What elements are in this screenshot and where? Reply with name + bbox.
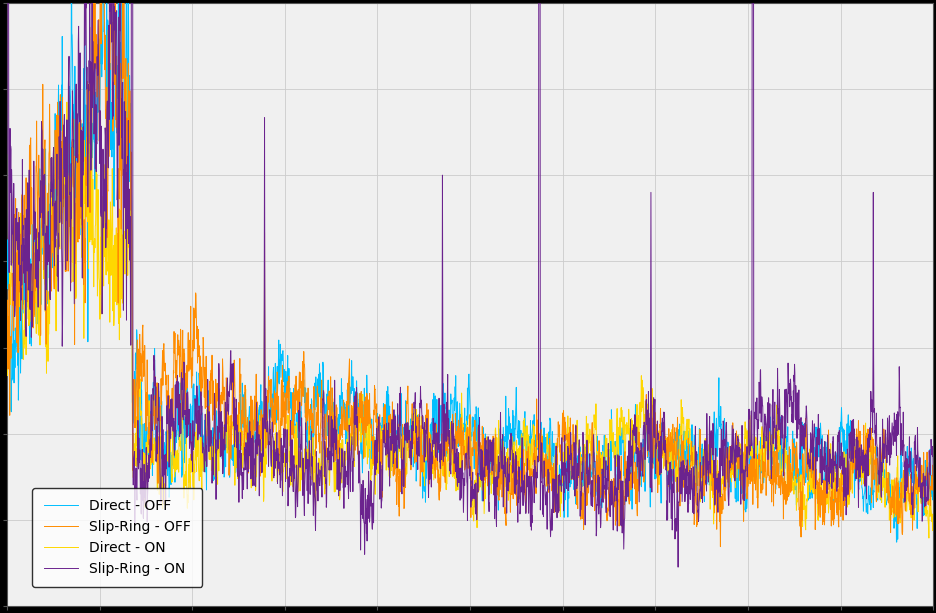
- Direct - ON: [923, 535, 934, 542]
- Slip-Ring - OFF: [715, 543, 726, 550]
- Direct - ON: [1, 329, 12, 337]
- Slip-Ring - ON: [162, 402, 173, 409]
- Line: Slip-Ring - OFF: Slip-Ring - OFF: [7, 0, 933, 547]
- Slip-Ring - ON: [928, 472, 936, 479]
- Legend: Direct - OFF, Slip-Ring - OFF, Direct - ON, Slip-Ring - ON: Direct - OFF, Slip-Ring - OFF, Direct - …: [33, 488, 202, 587]
- Slip-Ring - OFF: [928, 479, 936, 487]
- Slip-Ring - ON: [397, 459, 408, 466]
- Direct - ON: [357, 405, 368, 412]
- Slip-Ring - ON: [108, 78, 119, 86]
- Slip-Ring - OFF: [397, 421, 408, 428]
- Direct - ON: [162, 457, 173, 465]
- Direct - OFF: [1, 275, 12, 283]
- Direct - ON: [810, 471, 821, 478]
- Direct - ON: [74, 70, 85, 77]
- Direct - OFF: [928, 482, 936, 489]
- Direct - OFF: [162, 444, 173, 451]
- Direct - OFF: [357, 469, 368, 476]
- Slip-Ring - ON: [910, 460, 921, 468]
- Line: Direct - ON: Direct - ON: [7, 74, 933, 538]
- Slip-Ring - OFF: [108, 128, 119, 135]
- Slip-Ring - ON: [1, 150, 12, 158]
- Slip-Ring - OFF: [811, 470, 822, 478]
- Direct - OFF: [107, 106, 118, 113]
- Direct - OFF: [910, 475, 921, 482]
- Direct - ON: [910, 489, 921, 497]
- Direct - ON: [397, 449, 408, 456]
- Slip-Ring - OFF: [162, 415, 173, 422]
- Line: Slip-Ring - ON: Slip-Ring - ON: [7, 0, 933, 567]
- Direct - OFF: [810, 437, 821, 444]
- Slip-Ring - ON: [811, 473, 822, 480]
- Direct - ON: [108, 307, 119, 314]
- Line: Direct - OFF: Direct - OFF: [7, 0, 933, 542]
- Slip-Ring - ON: [672, 563, 683, 571]
- Slip-Ring - OFF: [357, 413, 368, 421]
- Direct - ON: [928, 514, 936, 522]
- Slip-Ring - OFF: [910, 467, 921, 474]
- Slip-Ring - OFF: [1, 354, 12, 362]
- Slip-Ring - ON: [357, 482, 368, 490]
- Direct - OFF: [891, 538, 902, 546]
- Direct - OFF: [397, 433, 408, 440]
